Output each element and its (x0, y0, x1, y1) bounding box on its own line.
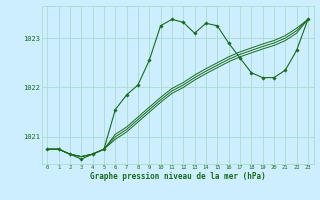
X-axis label: Graphe pression niveau de la mer (hPa): Graphe pression niveau de la mer (hPa) (90, 172, 266, 181)
